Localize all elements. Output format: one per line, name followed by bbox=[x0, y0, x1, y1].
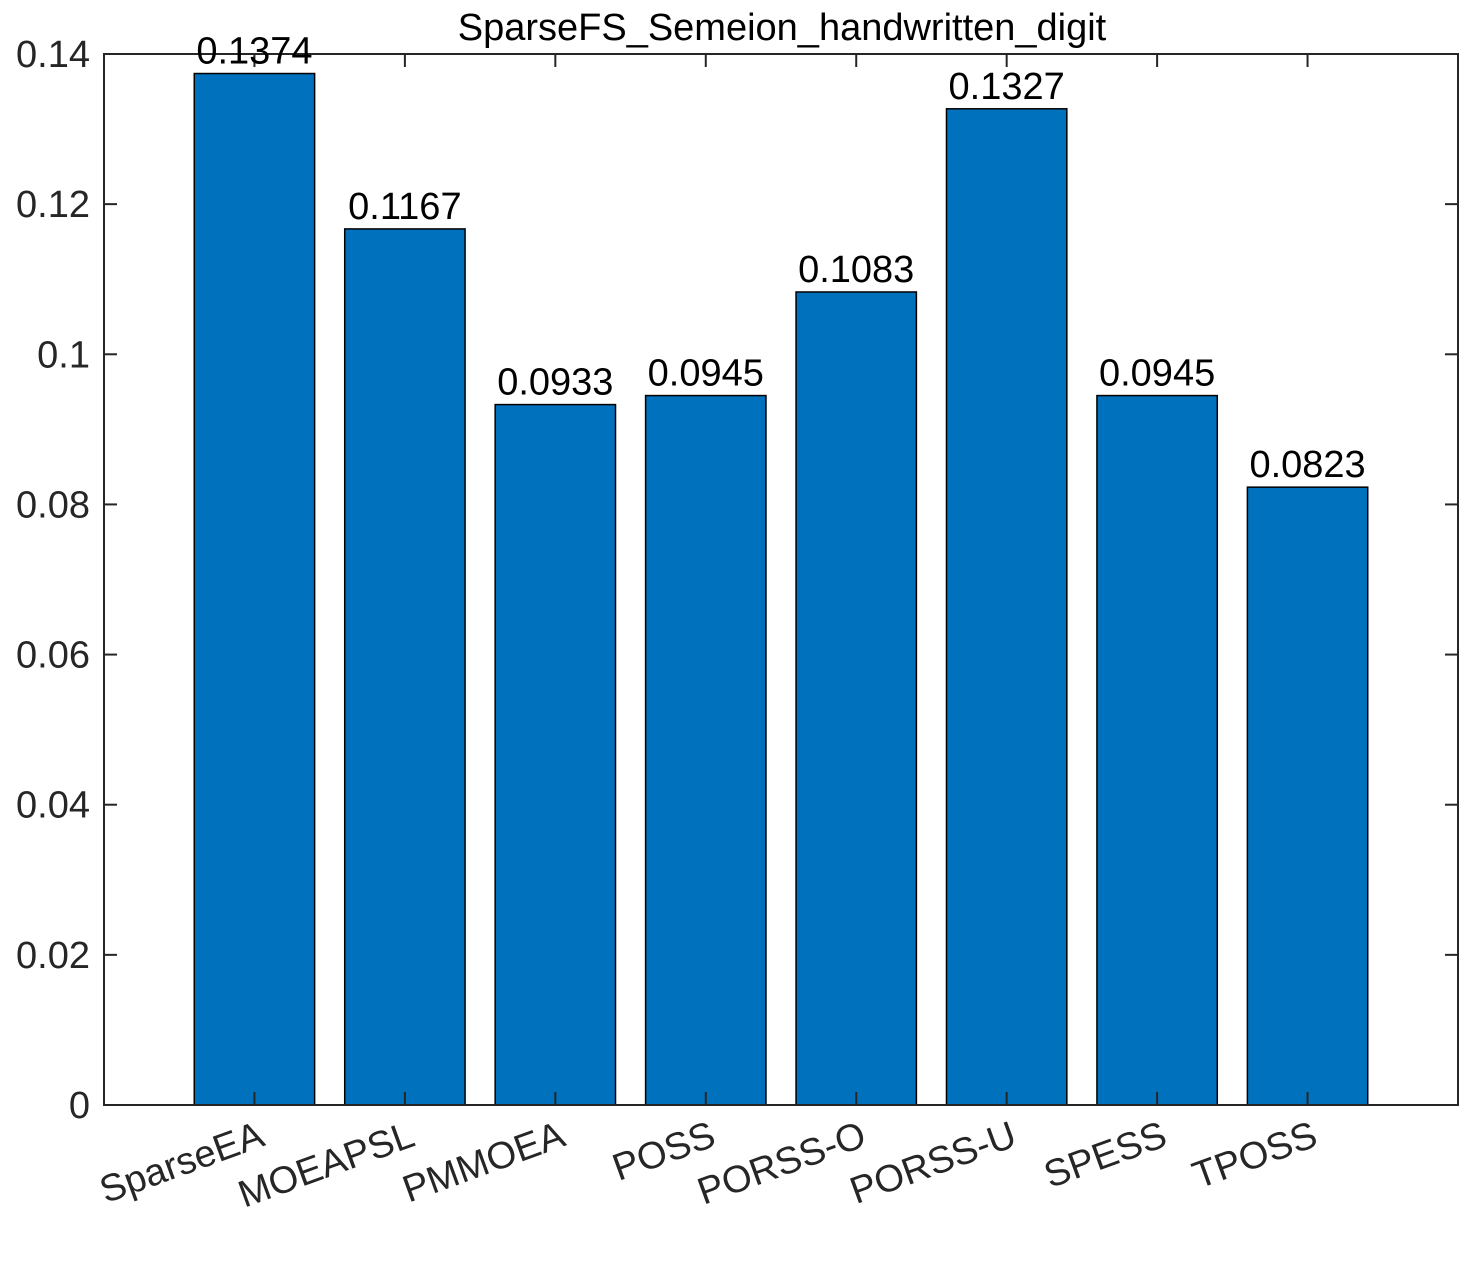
y-tick-label: 0.02 bbox=[16, 935, 90, 977]
data-label-spess: 0.0945 bbox=[1099, 353, 1215, 395]
y-tick-label: 0.04 bbox=[16, 785, 90, 827]
bars-layer bbox=[104, 54, 1458, 1106]
bar-tposs bbox=[1246, 486, 1369, 1106]
x-tick-label-moeapsl: MOEAPSL bbox=[233, 1114, 420, 1216]
bar-pmmoea bbox=[494, 403, 617, 1106]
y-tick-label: 0.1 bbox=[37, 334, 90, 376]
data-label-moeapsl: 0.1167 bbox=[348, 186, 461, 228]
plot-area bbox=[104, 54, 1458, 1105]
y-tick-label: 0 bbox=[69, 1085, 90, 1127]
x-tick-label-tposs: TPOSS bbox=[1187, 1114, 1322, 1198]
y-tick-label: 0.14 bbox=[16, 34, 90, 76]
bar-porss-o bbox=[795, 291, 918, 1106]
bar-moeapsl bbox=[343, 228, 466, 1106]
x-tick-label-porss-u: PORSS-U bbox=[845, 1114, 1022, 1213]
chart-title: SparseFS_Semeion_handwritten_digit bbox=[458, 7, 1107, 49]
bar-spess bbox=[1096, 394, 1219, 1106]
data-label-sparseea: 0.1374 bbox=[196, 31, 312, 73]
y-tick-label: 0.08 bbox=[16, 484, 90, 526]
x-tick-label-spess: SPESS bbox=[1039, 1114, 1172, 1197]
data-label-tposs: 0.0823 bbox=[1249, 444, 1365, 486]
axes-box bbox=[103, 53, 1459, 1106]
y-tick-label: 0.12 bbox=[16, 184, 90, 226]
x-tick-label-porss-o: PORSS-O bbox=[692, 1114, 871, 1213]
data-label-porss-o: 0.1083 bbox=[798, 249, 914, 291]
data-label-pmmoea: 0.0933 bbox=[497, 362, 613, 404]
bar-sparseea bbox=[193, 72, 316, 1106]
bar-poss bbox=[644, 394, 767, 1106]
x-tick-label-pmmoea: PMMOEA bbox=[397, 1114, 571, 1211]
data-label-poss: 0.0945 bbox=[648, 353, 764, 395]
bar-porss-u bbox=[945, 108, 1068, 1106]
data-label-porss-u: 0.1327 bbox=[949, 66, 1065, 108]
y-tick-label: 0.06 bbox=[16, 635, 90, 677]
axes-layer bbox=[103, 53, 1459, 1106]
